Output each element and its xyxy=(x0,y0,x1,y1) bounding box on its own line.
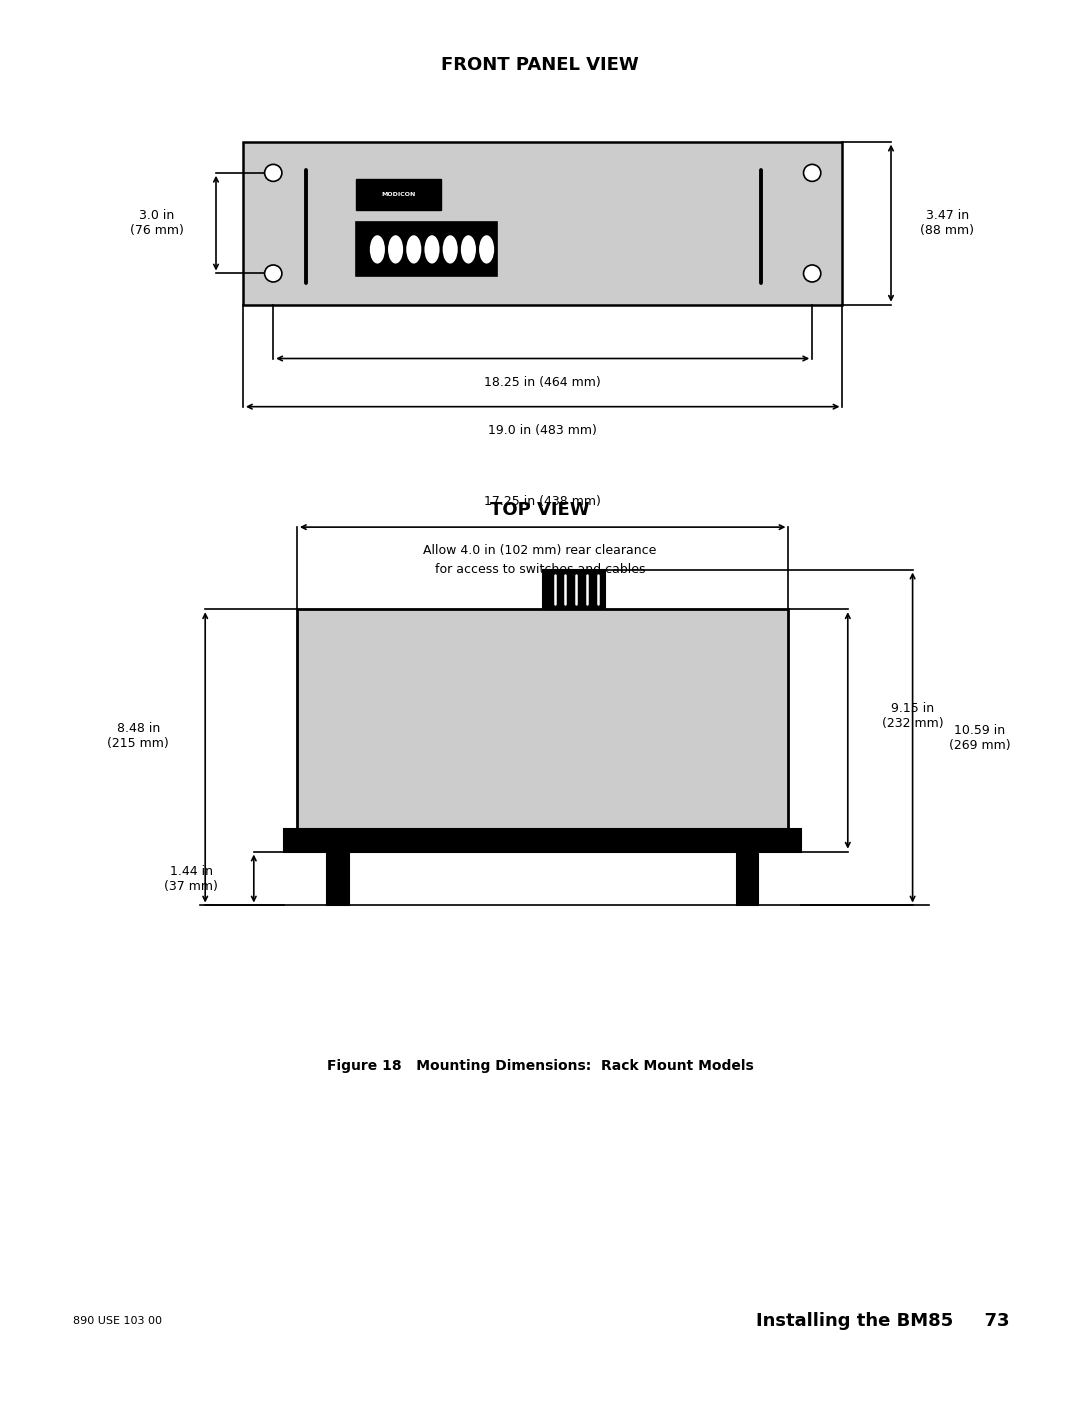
Ellipse shape xyxy=(369,235,384,264)
Text: 8.48 in
(215 mm): 8.48 in (215 mm) xyxy=(107,723,170,750)
Text: 10.59 in
(269 mm): 10.59 in (269 mm) xyxy=(948,724,1011,751)
Bar xyxy=(356,179,441,210)
Text: 17.25 in (438 mm): 17.25 in (438 mm) xyxy=(484,495,602,509)
Ellipse shape xyxy=(388,235,403,264)
Ellipse shape xyxy=(804,164,821,181)
Text: 1.44 in
(37 mm): 1.44 in (37 mm) xyxy=(164,864,218,893)
Text: 9.15 in
(232 mm): 9.15 in (232 mm) xyxy=(881,703,944,730)
Text: 3.0 in
(76 mm): 3.0 in (76 mm) xyxy=(130,210,184,237)
Text: 18.25 in (464 mm): 18.25 in (464 mm) xyxy=(484,376,602,390)
Ellipse shape xyxy=(406,235,421,264)
Text: 3.47 in
(88 mm): 3.47 in (88 mm) xyxy=(920,210,974,237)
Bar xyxy=(297,609,788,829)
Ellipse shape xyxy=(443,235,458,264)
Text: 890 USE 103 00: 890 USE 103 00 xyxy=(73,1315,162,1326)
Text: Figure 18   Mounting Dimensions:  Rack Mount Models: Figure 18 Mounting Dimensions: Rack Moun… xyxy=(326,1058,754,1073)
Ellipse shape xyxy=(480,235,495,264)
Ellipse shape xyxy=(424,235,440,264)
Ellipse shape xyxy=(265,265,282,282)
Bar xyxy=(356,222,497,276)
Text: MODICON: MODICON xyxy=(381,191,416,197)
Bar xyxy=(737,852,758,905)
Text: Allow 4.0 in (102 mm) rear clearance
for access to switches and cables: Allow 4.0 in (102 mm) rear clearance for… xyxy=(423,544,657,575)
Text: 19.0 in (483 mm): 19.0 in (483 mm) xyxy=(488,424,597,438)
Text: TOP VIEW: TOP VIEW xyxy=(490,502,590,519)
Ellipse shape xyxy=(461,235,476,264)
Text: FRONT PANEL VIEW: FRONT PANEL VIEW xyxy=(441,57,639,74)
Ellipse shape xyxy=(804,265,821,282)
Bar xyxy=(543,570,606,609)
Text: Installing the BM85     73: Installing the BM85 73 xyxy=(756,1312,1010,1329)
Bar xyxy=(284,829,801,852)
Bar xyxy=(327,852,349,905)
Ellipse shape xyxy=(265,164,282,181)
Bar xyxy=(243,142,842,305)
